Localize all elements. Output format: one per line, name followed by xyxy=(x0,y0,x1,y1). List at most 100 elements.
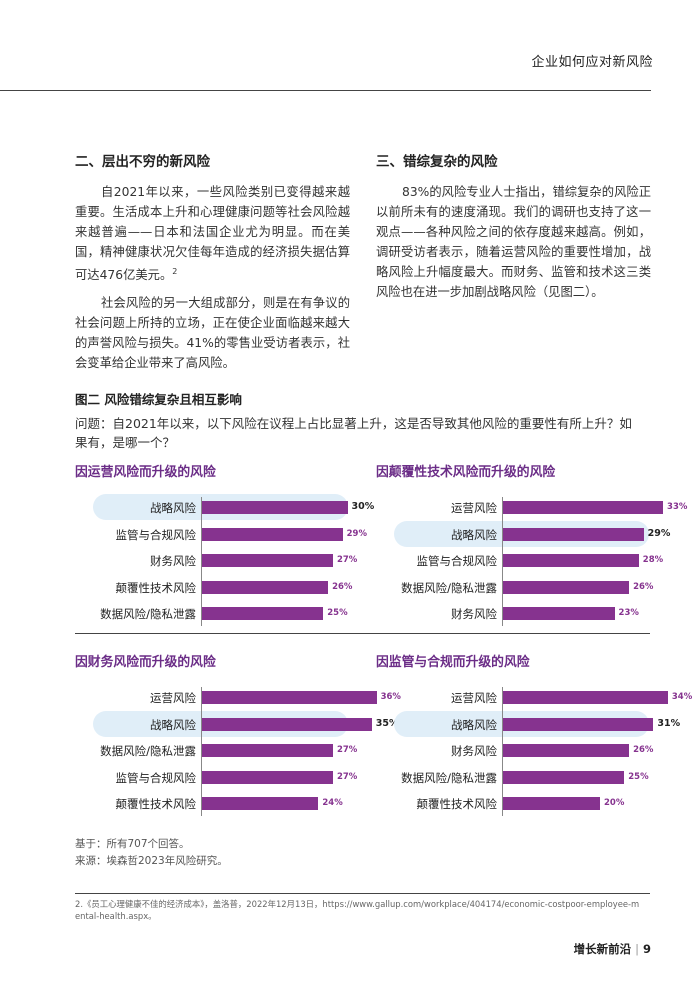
chart-bar-row: 运营风险 34% xyxy=(376,687,692,707)
chart-bar-row: 战略风险 31% xyxy=(376,710,680,737)
chart-category-label: 运营风险 xyxy=(451,501,497,515)
chart-category-label: 颠覆性技术风险 xyxy=(115,580,197,595)
section-3-heading: 三、错综复杂的风险 xyxy=(376,154,498,170)
page-header-title: 企业如何应对新风险 xyxy=(531,55,653,70)
chart-bar-row: 战略风险 29% xyxy=(376,520,670,547)
section-2-heading: 二、层出不穷的新风险 xyxy=(75,154,210,170)
chart-category-label: 数据风险/隐私泄露 xyxy=(401,770,497,785)
chart-bar xyxy=(503,554,639,567)
basis-note: 基于：所有707个回答。 xyxy=(75,838,190,850)
chart-panel-disruptive-tech: 因颠覆性技术风险而升级的风险运营风险 33% 战略风险 29% 监管与合规风险 28% 数据… xyxy=(376,461,687,626)
chart-bar-row: 颠覆性技术风险 24% xyxy=(75,793,351,813)
chart-value-label: 30% xyxy=(351,501,375,512)
chart-bar-row: 数据风险/隐私泄露 27% xyxy=(75,740,357,760)
chart-value-label: 20% xyxy=(604,798,625,808)
chart-value-label: 25% xyxy=(628,771,649,782)
chart-category-label: 战略风险 xyxy=(150,501,196,515)
chart-value-label: 29% xyxy=(346,528,367,539)
chart-value-label: 34% xyxy=(671,692,693,702)
chart-title: 因运营风险而升级的风险 xyxy=(75,465,216,480)
chart-bar xyxy=(202,717,372,731)
chart-bar-row: 财务风险 26% xyxy=(376,740,654,760)
header-divider xyxy=(0,90,651,91)
chart-bar-row: 运营风险 33% xyxy=(376,497,687,517)
chart-bar xyxy=(202,770,333,784)
chart-bar xyxy=(202,691,377,704)
chart-bar-row: 财务风险 23% xyxy=(376,603,652,623)
section-2-paragraph-1-text: 自2021年以来，一些风险类别已变得越来越重要。生活成本上升和心理健康问题等社会… xyxy=(75,185,350,283)
chart-panel-regulatory: 因监管与合规而升级的风险运营风险 34% 战略风险 31% 财务风险 26% 数据风险/隐私… xyxy=(376,651,692,816)
chart-bar xyxy=(503,797,600,810)
chart-panel-financial: 因财务风险而升级的风险运营风险 36% 战略风险 35% 数据风险/隐私泄露 27% 监管与… xyxy=(75,651,401,816)
chart-value-label: 27% xyxy=(336,745,358,755)
chart-bar xyxy=(202,554,333,567)
chart-category-label: 战略风险 xyxy=(451,717,497,732)
chart-bar xyxy=(503,717,654,731)
chart-value-label: 35% xyxy=(375,717,399,729)
chart-divider xyxy=(75,633,650,634)
chart-bar xyxy=(202,580,329,594)
section-2: 二、层出不穷的新风险 自2021年以来，一些风险类别已变得越来越重要。生活成本上… xyxy=(75,150,350,381)
chart-category-label: 监管与合规风险 xyxy=(416,554,498,568)
chart-bar xyxy=(503,691,668,704)
footnote-ref[interactable]: 2 xyxy=(172,267,178,276)
section-2-paragraph-1: 自2021年以来，一些风险类别已变得越来越重要。生活成本上升和心理健康问题等社会… xyxy=(75,182,350,285)
chart-bar xyxy=(503,527,644,541)
chart-category-label: 监管与合规风险 xyxy=(115,527,197,542)
chart-bar-row: 战略风险 35% xyxy=(75,710,399,737)
chart-category-label: 财务风险 xyxy=(451,607,497,621)
footer-separator: | xyxy=(635,942,639,956)
chart-bar xyxy=(503,501,664,514)
chart-category-label: 监管与合规风险 xyxy=(115,770,197,785)
chart-category-label: 财务风险 xyxy=(451,744,497,758)
chart-value-label: 31% xyxy=(657,717,681,729)
chart-category-label: 运营风险 xyxy=(451,691,497,705)
chart-category-label: 数据风险/隐私泄露 xyxy=(401,580,497,595)
section-3: 三、错综复杂的风险 83%的风险专业人士指出，错综复杂的风险正以前所未有的速度涌… xyxy=(376,150,651,310)
chart-value-label: 33% xyxy=(667,502,688,512)
footer-section-label: 增长新前沿 xyxy=(573,942,632,956)
chart-panel-operations: 因运营风险而升级的风险 战略风险 30% 监管与合规风险 29% 财务风险 27% 颠覆性技术… xyxy=(75,461,374,626)
chart-value-label: 26% xyxy=(332,581,353,592)
chart-title: 因财务风险而升级的风险 xyxy=(75,655,216,670)
chart-bar xyxy=(202,527,343,541)
chart-bar-row: 监管与合规风险 29% xyxy=(75,524,367,544)
chart-category-label: 颠覆性技术风险 xyxy=(115,797,197,811)
chart-bar-row: 监管与合规风险 28% xyxy=(376,550,663,570)
chart-category-label: 颠覆性技术风险 xyxy=(416,797,498,811)
chart-bar xyxy=(503,770,625,784)
chart-bar-row: 颠覆性技术风险 26% xyxy=(75,577,353,597)
footnote-divider xyxy=(75,893,650,894)
chart-title: 因监管与合规而升级的风险 xyxy=(376,655,530,670)
chart-value-label: 24% xyxy=(322,798,343,808)
chart-value-label: 36% xyxy=(380,692,401,702)
chart-axis-line xyxy=(201,497,202,626)
chart-axis-line xyxy=(502,497,503,626)
chart-bar-row: 战略风险 30% xyxy=(75,494,374,520)
chart-value-label: 23% xyxy=(618,608,639,618)
chart-title: 因颠覆性技术风险而升级的风险 xyxy=(376,465,556,480)
chart-bar xyxy=(202,501,348,514)
chart-bar xyxy=(202,797,319,810)
chart-category-label: 战略风险 xyxy=(150,717,196,732)
chart-value-label: 29% xyxy=(647,527,671,539)
chart-category-label: 数据风险/隐私泄露 xyxy=(100,607,196,621)
chart-category-label: 财务风险 xyxy=(150,554,196,568)
section-2-paragraph-2: 社会风险的另一大组成部分，则是在有争议的社会问题上所持的立场，正在使企业面临越来… xyxy=(75,296,350,371)
chart-category-label: 数据风险/隐私泄露 xyxy=(100,744,196,758)
chart-category-label: 运营风险 xyxy=(150,691,196,705)
chart-bar-row: 数据风险/隐私泄露 26% xyxy=(376,577,654,597)
chart-bar-row: 监管与合规风险 27% xyxy=(75,767,357,787)
chart-bar-row: 运营风险 36% xyxy=(75,687,401,707)
chart-bar-row: 数据风险/隐私泄露 25% xyxy=(75,603,351,623)
chart-bar xyxy=(503,607,615,620)
chart-value-label: 26% xyxy=(633,581,654,592)
footnote: 2.《员工心理健康不佳的经济成本》，盖洛普，2022年12月13日，https:… xyxy=(75,899,640,921)
page-footer: 增长新前沿 | 9 xyxy=(574,941,651,957)
chart-category-label: 战略风险 xyxy=(451,527,497,542)
figure-question: 问题：自2021年以来，以下风险在议程上占比显著上升，这是否导致其他风险的重要性… xyxy=(75,416,632,450)
chart-value-label: 26% xyxy=(633,745,654,755)
chart-axis-line xyxy=(201,687,202,816)
figure-title: 图二 风险错综复杂且相互影响 xyxy=(75,392,242,407)
section-3-paragraph-1: 83%的风险专业人士指出，错综复杂的风险正以前所未有的速度涌现。我们的调研也支持… xyxy=(376,185,651,299)
